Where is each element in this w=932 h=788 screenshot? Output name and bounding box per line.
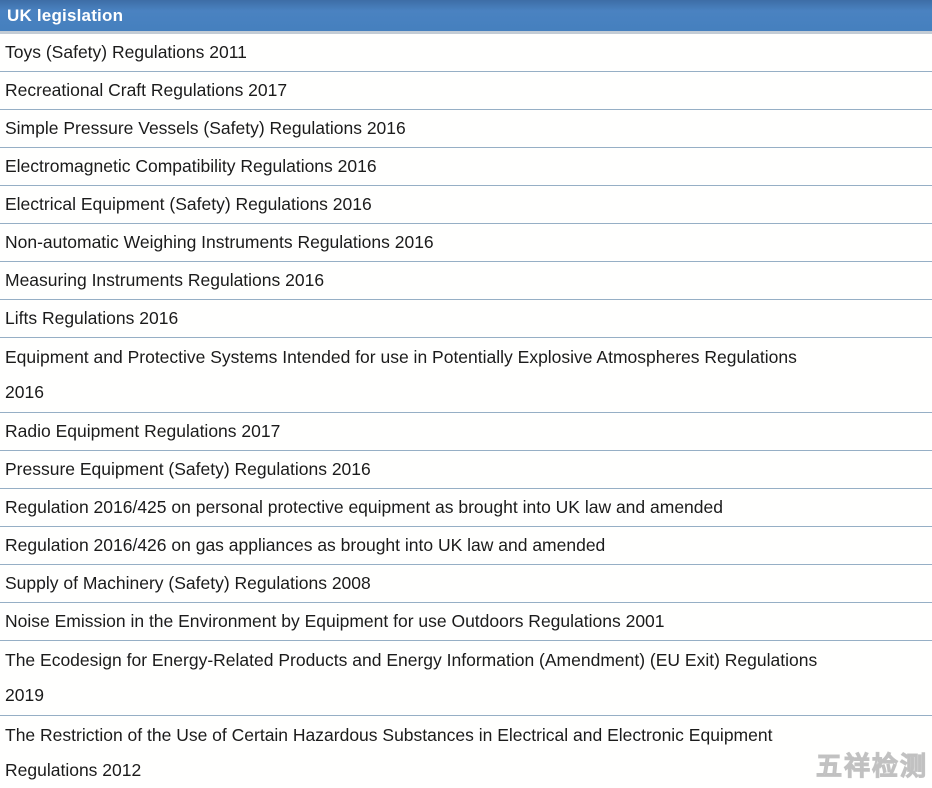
row-text: Electrical Equipment (Safety) Regulation… (5, 194, 372, 214)
table-header: UK legislation (0, 0, 932, 34)
row-text: Measuring Instruments Regulations 2016 (5, 270, 325, 290)
table-row: Equipment and Protective Systems Intende… (0, 338, 932, 413)
table-row: Non-automatic Weighing Instruments Regul… (0, 224, 932, 262)
table-row: Noise Emission in the Environment by Equ… (0, 603, 932, 641)
row-text: Simple Pressure Vessels (Safety) Regulat… (5, 118, 406, 138)
row-text: Pressure Equipment (Safety) Regulations … (5, 459, 371, 479)
row-text: Non-automatic Weighing Instruments Regul… (5, 232, 434, 252)
row-text: The Ecodesign for Energy-Related Product… (5, 650, 818, 670)
row-text: Radio Equipment Regulations 2017 (5, 421, 281, 441)
table-row: Lifts Regulations 2016 (0, 300, 932, 338)
row-text: Regulation 2016/426 on gas appliances as… (5, 535, 606, 555)
row-text: Equipment and Protective Systems Intende… (5, 347, 797, 367)
table-row: Regulation 2016/425 on personal protecti… (0, 489, 932, 527)
table-header-title: UK legislation (7, 5, 124, 25)
table-row: Toys (Safety) Regulations 2011 (0, 34, 932, 72)
row-text: Lifts Regulations 2016 (5, 308, 179, 328)
row-text: Regulation 2016/425 on personal protecti… (5, 497, 723, 517)
row-text: Noise Emission in the Environment by Equ… (5, 611, 665, 631)
legislation-table-body: Toys (Safety) Regulations 2011 Recreation… (0, 34, 932, 788)
table-row: Electromagnetic Compatibility Regulation… (0, 148, 932, 186)
table-row: Simple Pressure Vessels (Safety) Regulat… (0, 110, 932, 148)
table-row: Recreational Craft Regulations 2017 (0, 72, 932, 110)
table-row: Pressure Equipment (Safety) Regulations … (0, 451, 932, 489)
row-text: Toys (Safety) Regulations 2011 (5, 42, 247, 62)
table-row: Regulation 2016/426 on gas appliances as… (0, 527, 932, 565)
row-text: Electromagnetic Compatibility Regulation… (5, 156, 377, 176)
table-row: Supply of Machinery (Safety) Regulations… (0, 565, 932, 603)
table-row: The Ecodesign for Energy-Related Product… (0, 641, 932, 716)
row-text: Regulations 2012 (5, 760, 142, 780)
table-row: Radio Equipment Regulations 2017 (0, 413, 932, 451)
row-text: Supply of Machinery (Safety) Regulations… (5, 573, 371, 593)
row-text: 2019 (5, 685, 44, 705)
row-text: Recreational Craft Regulations 2017 (5, 80, 288, 100)
table-row: Electrical Equipment (Safety) Regulation… (0, 186, 932, 224)
row-text: 2016 (5, 382, 44, 402)
table-row: Measuring Instruments Regulations 2016 (0, 262, 932, 300)
table-row: The Restriction of the Use of Certain Ha… (0, 716, 932, 788)
row-text: The Restriction of the Use of Certain Ha… (5, 725, 773, 745)
